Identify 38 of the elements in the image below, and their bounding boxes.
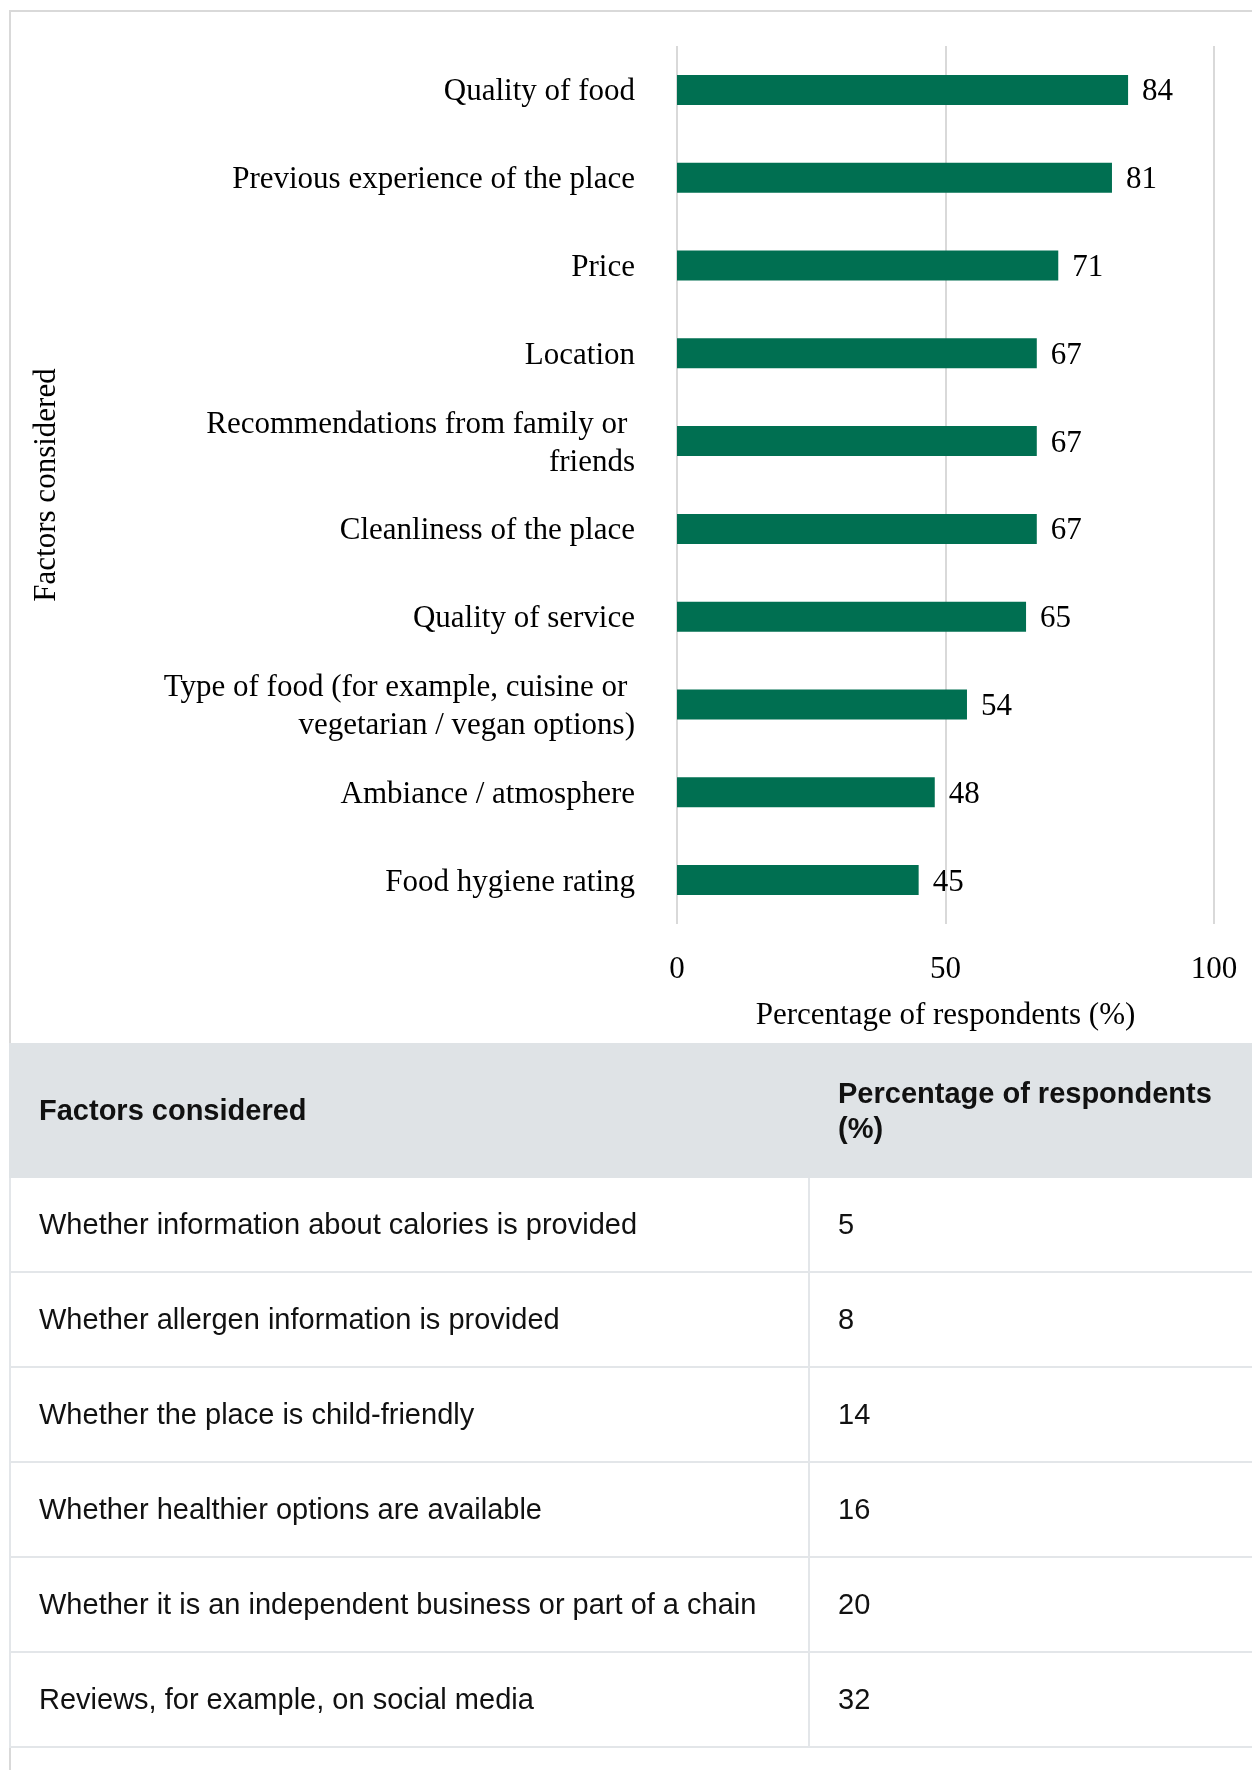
- y-tick-label: Price: [571, 248, 635, 283]
- y-tick-label: Quality of food: [443, 72, 636, 108]
- data-label: 84: [1142, 72, 1174, 108]
- text: Factors considered: [10, 1044, 809, 1177]
- data-label: 20: [809, 1557, 1252, 1652]
- y-tick-label: Food hygiene rating: [385, 862, 635, 898]
- y-tick-label: Quality of service: [412, 599, 635, 635]
- data-label: 14: [809, 1367, 1252, 1462]
- data-label: 54: [980, 687, 1013, 722]
- y-tick-label: Previous experience of the place: [232, 160, 635, 196]
- data-label: 48: [948, 774, 980, 810]
- y-tick-label: Ambiance / atmosphere: [340, 774, 635, 810]
- x-tick-label: 0: [669, 950, 685, 985]
- data-label: 67: [1050, 335, 1082, 371]
- data-label: 8: [809, 1272, 1252, 1367]
- category-label: Whether the place is child-friendly: [10, 1367, 809, 1462]
- y-tick-label: Recommendations from family or friends: [206, 404, 635, 478]
- data-label: 67: [1050, 423, 1082, 459]
- data-label: 67: [1050, 511, 1082, 547]
- category-label: Whether information about calories is provided: [10, 1177, 809, 1272]
- y-tick-label: Cleanliness of the place: [339, 511, 635, 547]
- data-label: 16: [809, 1462, 1252, 1557]
- y-axis-title: Factors considered: [27, 367, 62, 602]
- x-tick-label: 50: [930, 950, 961, 985]
- category-label: Whether it is an independent business or part of a chain: [10, 1557, 809, 1652]
- y-tick-label: Type of food (for example, cuisine or vegetarian / vegan options): [163, 668, 635, 741]
- x-tick-label: 100: [1190, 950, 1238, 985]
- data-label: 81: [1125, 160, 1157, 196]
- category-label: Whether healthier options are available: [10, 1462, 809, 1557]
- data-label: 45: [932, 862, 964, 898]
- category-label: Reviews, for example, on social media: [10, 1652, 809, 1747]
- x-axis-title: Percentage of respondents (%): [755, 996, 1136, 1031]
- data-label: 65: [1040, 599, 1072, 635]
- category-label: Whether allergen information is provided: [10, 1272, 809, 1367]
- data-label: 32: [809, 1652, 1252, 1747]
- data-label: 71: [1072, 248, 1104, 283]
- y-tick-label: Location: [524, 335, 636, 371]
- data-label: 5: [809, 1177, 1252, 1272]
